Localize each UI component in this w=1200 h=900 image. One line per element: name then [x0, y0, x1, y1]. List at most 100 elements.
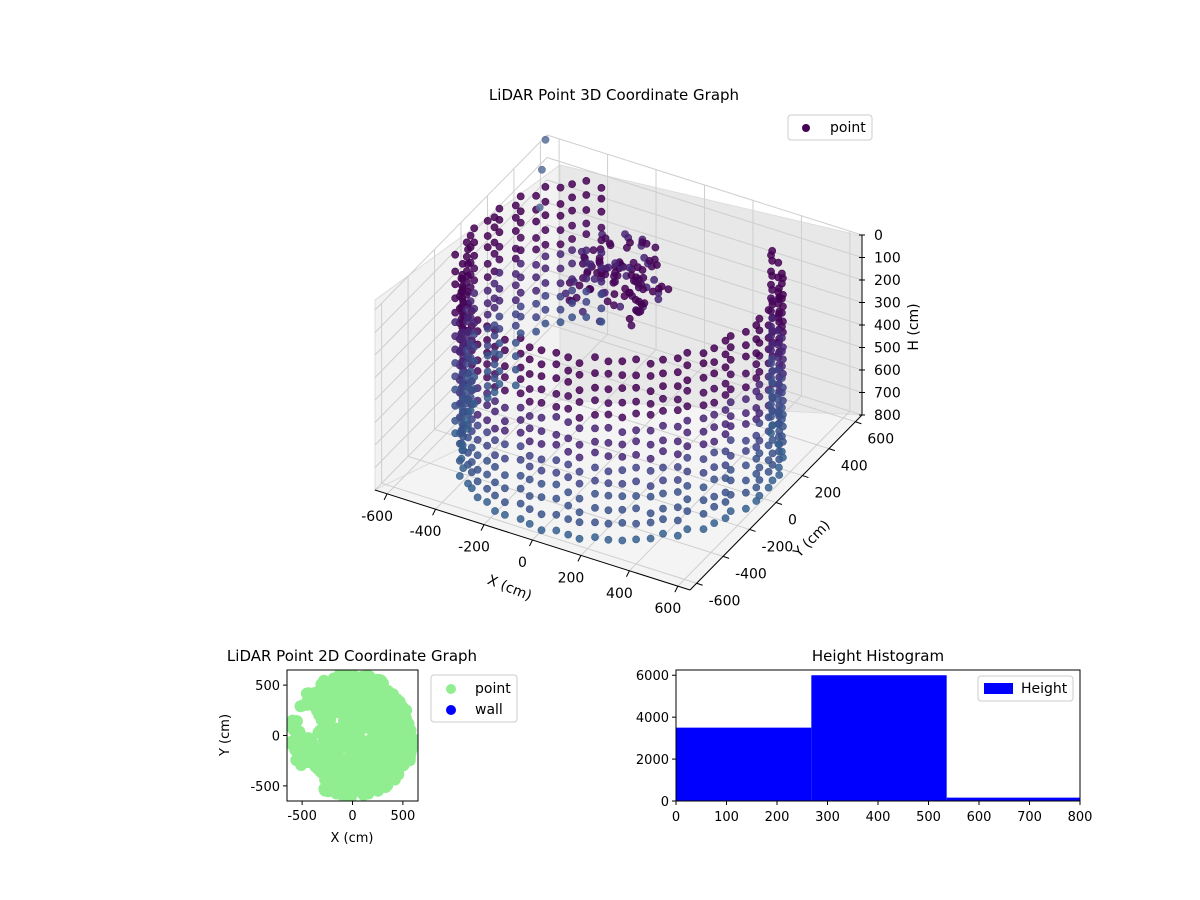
point-3d	[603, 297, 612, 306]
chart2d-xtick-label-1: 0	[348, 809, 356, 824]
point-3d	[778, 447, 786, 456]
point-3d	[591, 396, 599, 405]
point-2d	[335, 701, 348, 714]
point-3d	[646, 372, 655, 380]
hist-legend-swatch	[984, 683, 1013, 694]
point-3d	[699, 359, 708, 368]
point-3d	[604, 357, 613, 366]
point-3d	[683, 467, 692, 476]
point-3d	[726, 507, 735, 515]
point-3d	[500, 417, 509, 426]
point-3d	[470, 264, 479, 273]
point-3d	[568, 206, 576, 215]
point-3d	[525, 424, 534, 433]
point-3d	[726, 451, 735, 460]
point-3d	[483, 216, 492, 225]
point-3d	[516, 428, 525, 437]
hist-bar-2	[946, 797, 1080, 801]
point-3d	[710, 463, 719, 471]
point-3d	[646, 410, 655, 419]
point-3d	[768, 256, 777, 265]
point-3d	[564, 501, 573, 510]
point-3d	[537, 427, 546, 435]
point-3d	[470, 289, 479, 297]
x-tick-0	[383, 493, 388, 501]
point-3d	[726, 465, 735, 474]
point-3d	[495, 284, 504, 293]
point-3d	[467, 443, 476, 452]
x-tick-label-3: 0	[518, 555, 527, 571]
point-3d	[462, 417, 471, 425]
point-3d	[618, 466, 627, 475]
point-3d	[651, 243, 660, 252]
point-3d	[525, 355, 534, 364]
point-3d	[455, 472, 464, 480]
point-3d	[726, 422, 735, 430]
point-3d	[575, 359, 584, 367]
point-3d	[683, 348, 692, 357]
hist-axes: 0 100 200 300 400 500 600 700 800 0 2000 4000 6000	[636, 669, 1093, 825]
point-3d	[726, 490, 735, 499]
point-3d	[516, 207, 525, 216]
point-3d	[650, 275, 658, 284]
point-3d	[699, 427, 708, 436]
point-3d	[556, 200, 565, 208]
point-3d	[591, 424, 599, 433]
point-3d	[483, 367, 492, 376]
point-3d	[466, 270, 475, 279]
point-3d	[683, 386, 692, 395]
point-3d	[582, 258, 591, 267]
point-2d	[346, 730, 359, 743]
y-tick-label-3: 0	[788, 513, 797, 529]
point-3d	[495, 242, 504, 251]
point-3d	[537, 479, 546, 488]
point-3d	[582, 219, 591, 228]
point-3d	[458, 441, 467, 449]
point-3d	[511, 213, 520, 222]
point-3d	[483, 484, 491, 493]
chart2d-legend-label-wall: wall	[475, 702, 503, 718]
point-3d	[625, 288, 634, 297]
point-3d	[537, 510, 546, 519]
point-3d	[683, 361, 692, 370]
point-3d	[537, 398, 546, 407]
point-2d	[344, 770, 357, 783]
point-3d	[632, 383, 640, 392]
point-3d	[699, 373, 708, 382]
point-3d	[490, 223, 499, 232]
point-3d	[473, 410, 482, 419]
hist-title: Height Histogram	[812, 647, 944, 665]
point-3d	[710, 502, 719, 511]
point-3d	[755, 449, 764, 458]
point-3d	[604, 438, 613, 447]
point-3d	[568, 180, 576, 188]
point-3d	[490, 331, 499, 340]
point-3d	[511, 365, 520, 374]
point-3d	[654, 295, 663, 304]
point-3d	[575, 479, 584, 488]
point-3d	[500, 471, 509, 479]
point-3d	[768, 246, 777, 255]
x-tick-label-1: -400	[410, 524, 442, 540]
point-3d	[699, 455, 708, 463]
point-2d	[407, 733, 418, 745]
point-3d	[575, 534, 584, 543]
point-3d	[466, 258, 475, 267]
y-tick-5	[828, 448, 836, 452]
point-3d	[646, 399, 655, 408]
point-3d	[500, 335, 509, 344]
x-tick-label-4: 200	[558, 570, 585, 586]
point-3d	[659, 447, 667, 456]
point-3d	[604, 491, 613, 500]
point-3d	[525, 520, 534, 528]
point-3d	[552, 360, 561, 369]
point-3d	[683, 481, 692, 490]
point-3d	[552, 494, 561, 503]
point-3d	[495, 367, 504, 375]
point-2d	[322, 785, 335, 798]
point-3d	[483, 351, 492, 360]
point-3d	[556, 226, 565, 234]
point-2d	[378, 776, 391, 789]
point-3d	[611, 259, 620, 268]
